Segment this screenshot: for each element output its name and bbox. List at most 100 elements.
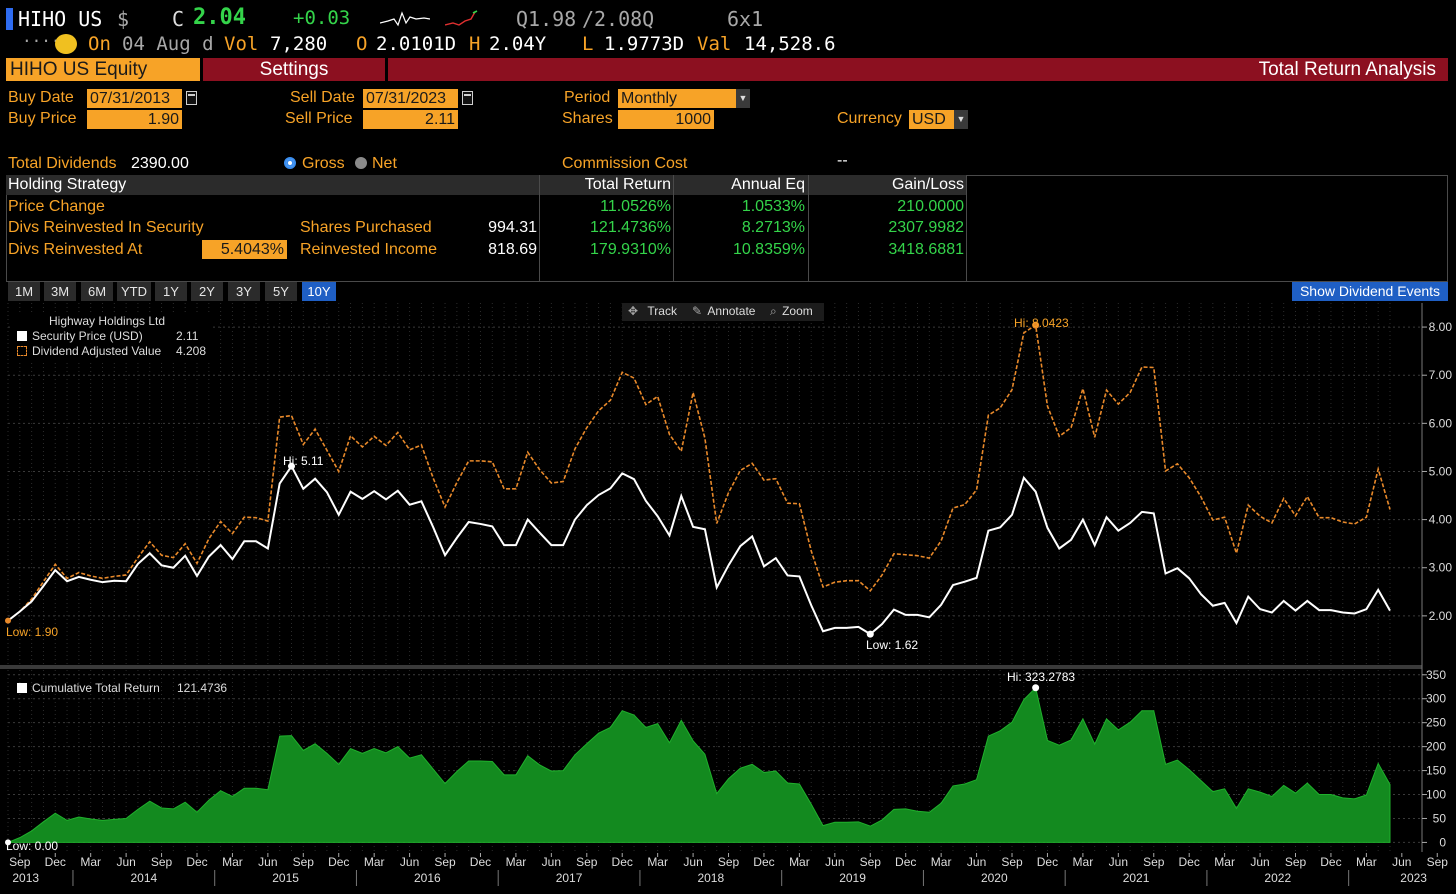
total-return-low-annotation: Low: 0.00 bbox=[6, 839, 59, 853]
row-price-change-total-return: 11.0526% bbox=[600, 198, 671, 215]
total-return-legend-swatch bbox=[17, 683, 27, 693]
total-return-area bbox=[7, 686, 1391, 843]
x-tick-month: Sep bbox=[1427, 855, 1449, 869]
x-tick-year: 2020 bbox=[981, 871, 1008, 885]
range-1m[interactable]: 1M bbox=[8, 282, 40, 301]
quote-separator: / bbox=[582, 7, 595, 31]
range-ytd[interactable]: YTD bbox=[117, 282, 151, 301]
range-10y[interactable]: 10Y bbox=[302, 282, 336, 301]
zoom-tool[interactable]: ⌕ Zoom bbox=[770, 304, 813, 319]
price-low-annotation: Low: 1.62 bbox=[866, 638, 919, 652]
x-tick-month: Sep bbox=[434, 855, 456, 869]
x-tick-month: Mar bbox=[506, 855, 527, 869]
trade-date: 04 Aug d bbox=[122, 33, 214, 55]
annotate-tool[interactable]: ✎ Annotate bbox=[692, 304, 755, 318]
ticker[interactable]: HIHO US bbox=[18, 7, 103, 31]
x-tick-year: 2016 bbox=[414, 871, 441, 885]
legend-price-swatch bbox=[17, 331, 27, 341]
shares-purchased-value: 994.31 bbox=[488, 219, 537, 236]
period-label: Period bbox=[564, 89, 611, 106]
pencil-icon: ✎ bbox=[692, 304, 703, 318]
security-tab-label: HIHO US Equity bbox=[10, 59, 148, 80]
net-change: +0.03 bbox=[293, 7, 351, 29]
reinvested-income-value: 818.69 bbox=[488, 241, 537, 258]
y-tick-label-bottom: 50 bbox=[1433, 811, 1447, 825]
y-tick-label-top: 2.00 bbox=[1429, 609, 1453, 623]
y-tick-label-bottom: 300 bbox=[1426, 692, 1446, 706]
row-price-change-annual-eq: 1.0533% bbox=[741, 198, 805, 215]
track-tool[interactable]: ✥ Track bbox=[628, 304, 677, 318]
range-3y[interactable]: 3Y bbox=[228, 282, 260, 301]
legend-title: Highway Holdings Ltd bbox=[49, 314, 166, 328]
low-label: L bbox=[582, 33, 594, 55]
x-tick-month: Mar bbox=[1214, 855, 1235, 869]
range-2y[interactable]: 2Y bbox=[191, 282, 223, 301]
period-dropdown-icon[interactable]: ▼ bbox=[736, 89, 750, 108]
net-label[interactable]: Net bbox=[372, 155, 397, 172]
last-label: C bbox=[172, 7, 185, 31]
x-tick-month: Jun bbox=[542, 855, 561, 869]
intraday-sparkline-icon bbox=[380, 11, 430, 27]
col-divider-3 bbox=[808, 175, 809, 282]
gross-label[interactable]: Gross bbox=[302, 155, 345, 172]
y-tick-label-bottom: 250 bbox=[1426, 716, 1446, 730]
y-tick-label-bottom: 0 bbox=[1439, 835, 1446, 849]
show-dividend-events-button[interactable]: Show Dividend Events bbox=[1292, 282, 1448, 301]
legend-price-last: 2.11 bbox=[176, 329, 199, 343]
col-header-gain-loss: Gain/Loss bbox=[891, 176, 964, 193]
row-divs-at-label: Divs Reinvested At bbox=[8, 241, 143, 258]
sell-date-field[interactable]: 07/31/2023 bbox=[363, 89, 458, 108]
header-dots: .... bbox=[22, 27, 61, 46]
security-price-line bbox=[7, 464, 1391, 636]
x-tick-month: Jun bbox=[1109, 855, 1128, 869]
range-6m[interactable]: 6M bbox=[81, 282, 113, 301]
buy-date-calendar-icon[interactable] bbox=[186, 91, 197, 105]
buy-price-field[interactable]: 1.90 bbox=[87, 110, 182, 129]
settings-tab[interactable]: Settings bbox=[203, 58, 385, 81]
high-price: 2.04Y bbox=[489, 33, 547, 55]
page-title: Total Return Analysis bbox=[1258, 59, 1436, 80]
row-divs-at-gain-loss: 3418.6881 bbox=[888, 241, 964, 258]
x-tick-month: Sep bbox=[9, 855, 31, 869]
val-label: Val bbox=[697, 33, 732, 55]
x-tick-month: Dec bbox=[186, 855, 207, 869]
row-divs-security-annual-eq: 8.2713% bbox=[741, 219, 805, 236]
range-5y[interactable]: 5Y bbox=[265, 282, 297, 301]
x-tick-month: Dec bbox=[328, 855, 349, 869]
price-hi-annotation: Hi: 5.11 bbox=[283, 454, 324, 468]
gauge-icon[interactable] bbox=[55, 34, 77, 54]
x-tick-year: 2013 bbox=[12, 871, 39, 885]
trend-sparkline-icon bbox=[445, 10, 478, 26]
row-divs-at-annual-eq: 10.8359% bbox=[732, 241, 805, 258]
sell-date-calendar-icon[interactable] bbox=[462, 91, 473, 105]
reinvest-rate-field[interactable]: 5.4043% bbox=[202, 240, 287, 259]
gross-radio[interactable] bbox=[284, 157, 296, 169]
y-tick-label-top: 7.00 bbox=[1429, 368, 1453, 382]
row-divs-at-total-return: 179.9310% bbox=[590, 241, 671, 258]
security-tab[interactable]: HIHO US Equity bbox=[6, 58, 200, 81]
sell-price-label: Sell Price bbox=[285, 110, 353, 127]
range-1y[interactable]: 1Y bbox=[155, 282, 187, 301]
low-price: 1.9773D bbox=[604, 33, 685, 55]
shares-field[interactable]: 1000 bbox=[618, 110, 714, 129]
currency-dropdown-icon[interactable]: ▼ bbox=[954, 110, 968, 129]
x-tick-month: Mar bbox=[80, 855, 101, 869]
x-tick-month: Jun bbox=[1250, 855, 1269, 869]
sell-price-field[interactable]: 2.11 bbox=[363, 110, 458, 129]
x-tick-month: Dec bbox=[753, 855, 774, 869]
buy-date-field[interactable]: 07/31/2013 bbox=[87, 89, 182, 108]
currency-select[interactable]: USD bbox=[909, 110, 954, 129]
x-tick-month: Mar bbox=[364, 855, 385, 869]
net-radio[interactable] bbox=[355, 157, 367, 169]
x-tick-month: Dec bbox=[45, 855, 66, 869]
shares-purchased-label: Shares Purchased bbox=[300, 219, 432, 236]
x-tick-month: Dec bbox=[470, 855, 491, 869]
y-tick-label-bottom: 100 bbox=[1426, 788, 1446, 802]
range-3m[interactable]: 3M bbox=[44, 282, 76, 301]
price-legend bbox=[12, 312, 212, 362]
title-bar: Total Return Analysis bbox=[388, 58, 1448, 81]
x-tick-month: Jun bbox=[258, 855, 277, 869]
period-select[interactable]: Monthly bbox=[618, 89, 736, 108]
results-header-bg bbox=[6, 175, 966, 195]
